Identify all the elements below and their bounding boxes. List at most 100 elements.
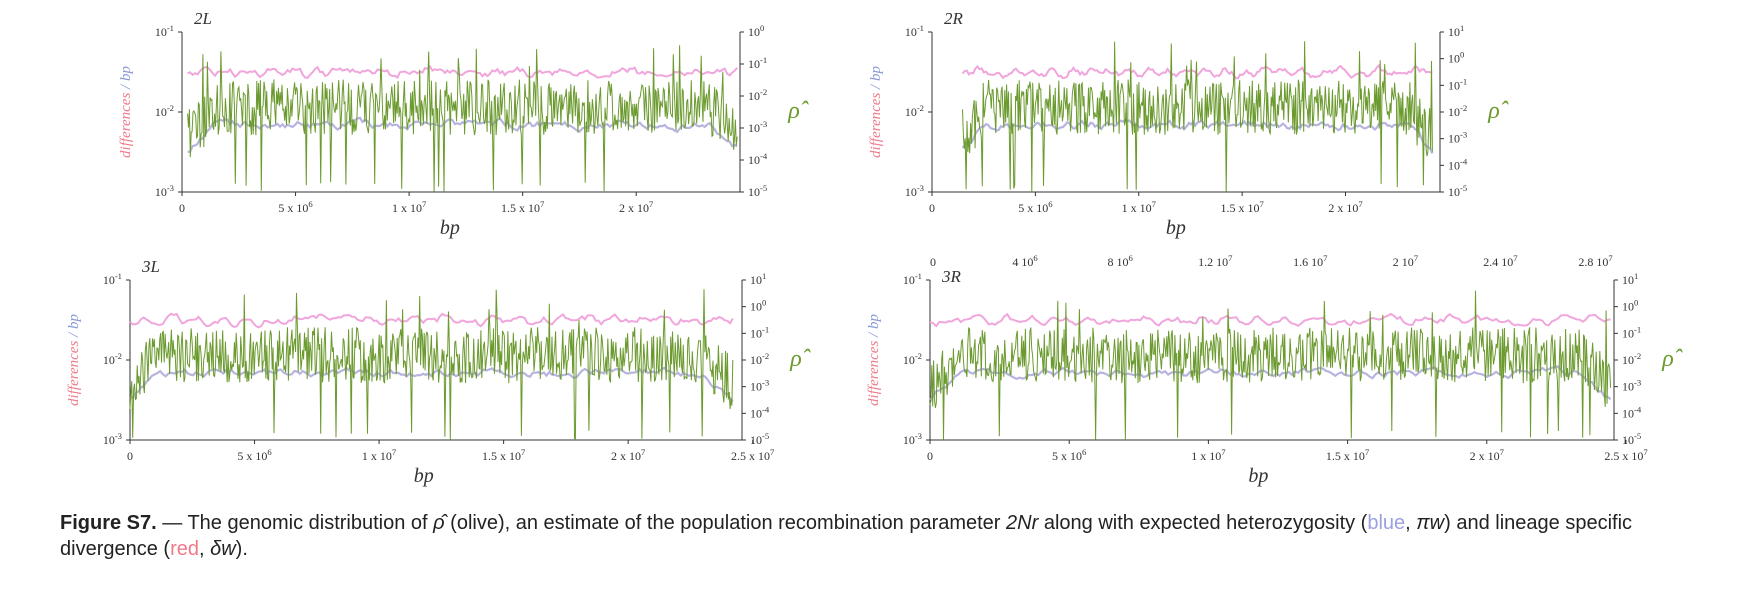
right-tick-label: 10-3 [748,119,767,135]
heterozygosity-trace [929,365,1612,401]
top-tick-label: 1.2 107 [1198,253,1233,269]
caption-param: 2Nr [1006,512,1039,534]
right-tick-label: 10-5 [1448,183,1467,199]
panel-label: 3R [941,267,962,286]
left-tick-label: 10-2 [103,351,122,367]
panel-label: 2L [194,9,212,28]
left-tick-label: 10-2 [155,103,174,119]
bottom-tick-label: 1 x 107 [392,199,427,215]
bottom-tick-label: 1.5 x 107 [1220,199,1264,215]
left-tick-label: 10-2 [903,351,922,367]
bottom-tick-label: 0 [929,201,935,215]
recombination-trace [929,290,1612,440]
bottom-tick-label: 2 x 107 [611,447,646,463]
recombination-trace [962,41,1433,192]
left-axis-label: differences / bp [866,314,882,406]
recombination-trace [129,289,734,440]
right-tick-label: 10-4 [1622,404,1642,420]
right-tick-label: 100 [1622,298,1638,314]
top-tick-label: 2 107 [1393,253,1419,269]
right-tick-label: 10-1 [748,55,767,71]
bottom-tick-label: 0 [179,201,185,215]
top-tick-label: 2.4 107 [1483,253,1518,269]
figure-panels: 10-1 10-2 10-3 100 10-1 10-2 10-3 10-4 10-5 0 5 x … [66,9,1683,487]
left-tick-label: 10-3 [903,431,922,447]
bottom-tick-label: 2 x 107 [1470,447,1505,463]
divergence-trace [961,63,1433,80]
top-tick-label: 1.6 107 [1293,253,1328,269]
bottom-tick-label: 2 x 107 [1328,199,1363,215]
caption-part4: , [1405,512,1417,534]
bottom-tick-label: 2.5 x 107 [731,447,775,463]
right-tick-label: 10-5 [1622,431,1641,447]
panel-label: 2R [944,9,964,28]
right-tick-label: 10-3 [1448,130,1467,146]
right-tick-label: 10-2 [750,351,769,367]
bottom-tick-label: 1.5 x 107 [482,447,526,463]
right-tick-label: 10-2 [748,87,767,103]
right-axis-label: ρ̂ [787,98,809,124]
bottom-tick-label: 1.5 x 107 [501,199,545,215]
bottom-tick-label: 1 x 107 [1122,199,1157,215]
right-axis-label: ρ̂ [1487,98,1509,124]
right-tick-label: 10-5 [748,183,767,199]
bottom-axis-label: bp [414,465,434,487]
right-tick-label: 100 [750,298,766,314]
caption-part6: , [198,538,211,560]
heterozygosity-trace [187,116,738,153]
panel-3R: 10-1 10-2 10-3 101 100 10-1 10-2 10-3 10-4 10-5 0 5… [866,253,1683,487]
right-tick-label: 10-2 [1622,351,1641,367]
bottom-axis-label: bp [1248,465,1268,487]
right-tick-label: 101 [1622,271,1638,287]
right-axis-label: ρ̂ [789,346,811,372]
bottom-tick-label: 0 [127,449,133,463]
caption-title: Figure S7. [60,512,157,534]
bottom-tick-label: 2.5 x 107 [1604,447,1648,463]
bottom-tick-label: 1.5 x 107 [1326,447,1370,463]
figure-caption: Figure S7. — The genomic distribution of… [60,510,1700,562]
right-tick-label: 10-2 [1448,103,1467,119]
bottom-tick-label: 5 x 106 [1018,199,1053,215]
bottom-axis-label: bp [440,217,460,239]
caption-part3: along with expected heterozygosity ( [1038,512,1368,534]
caption-part1: — The genomic distribution of [156,512,434,534]
panel-2L: 10-1 10-2 10-3 100 10-1 10-2 10-3 10-4 10-5 0 5 x … [118,9,809,239]
right-tick-label: 101 [750,271,766,287]
right-tick-label: 10-4 [748,151,768,167]
bottom-tick-label: 1 x 107 [362,447,397,463]
right-tick-label: 10-4 [750,404,770,420]
right-axis-label: ρ̂ [1661,346,1683,372]
left-tick-label: 10-3 [103,431,122,447]
right-tick-label: 10-1 [750,324,769,340]
right-tick-label: 10-1 [1622,324,1641,340]
left-tick-label: 10-1 [155,23,174,39]
right-tick-label: 10-3 [1622,378,1641,394]
bottom-axis-label: bp [1166,217,1186,239]
caption-rho: ρ̂ [433,512,445,534]
caption-red-word: red [170,538,199,560]
left-tick-label: 10-1 [103,271,122,287]
top-tick-label: 8 106 [1107,253,1133,269]
left-tick-label: 10-1 [905,23,924,39]
caption-blue-word: blue [1367,512,1406,534]
left-tick-label: 10-2 [905,103,924,119]
right-tick-label: 10-4 [1448,156,1468,172]
bottom-tick-label: 1 x 107 [1191,447,1226,463]
divergence-trace [929,312,1611,328]
left-tick-label: 10-1 [903,271,922,287]
right-tick-label: 100 [748,23,764,39]
right-tick-label: 10-1 [1448,76,1467,92]
right-tick-label: 101 [1448,23,1464,39]
right-tick-label: 10-5 [750,431,769,447]
top-tick-label: 4 106 [1012,253,1038,269]
divergence-trace [129,312,734,329]
bottom-tick-label: 0 [927,449,933,463]
bottom-tick-label: 5 x 106 [278,199,313,215]
panel-3L: 10-1 10-2 10-3 101 100 10-1 10-2 10-3 10-4 10-5 0 5… [66,257,811,487]
left-tick-label: 10-3 [905,183,924,199]
divergence-trace [187,64,738,80]
caption-part5: ) and lineage specific divergence ( [60,512,1633,560]
top-tick-label: 2.8 107 [1578,253,1613,269]
caption-part2: (olive), an estimate of the population r… [444,512,1007,534]
caption-part7: ). [235,538,248,560]
